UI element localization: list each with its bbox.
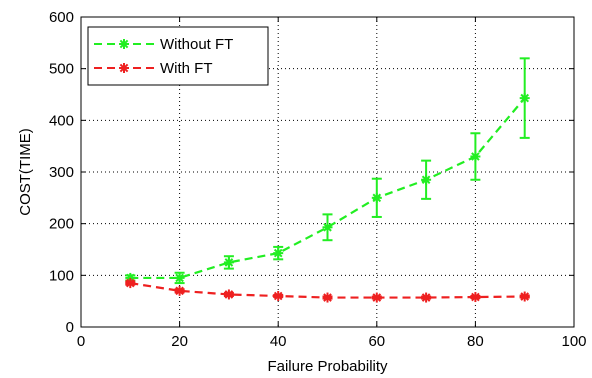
legend-marker-glyph [119, 63, 129, 73]
data-point [273, 248, 284, 259]
data-point [223, 257, 234, 268]
legend-box [87, 26, 269, 86]
data-point [470, 292, 481, 303]
y-tick-label: 600 [49, 9, 74, 26]
legend-marker-glyph [119, 39, 129, 49]
series-layer [125, 57, 530, 303]
y-tick-label: 0 [66, 319, 74, 336]
legend-marker-without-ft [119, 39, 129, 49]
y-axis-title: COST(TIME) [17, 128, 34, 216]
x-tick-label: 100 [561, 333, 586, 350]
data-point [371, 292, 382, 303]
legend-label-without-ft: Without FT [160, 36, 233, 53]
data-point [421, 292, 432, 303]
legend-label-with-ft: With FT [160, 60, 213, 77]
x-tick-label: 60 [368, 333, 385, 350]
series-with-ft [125, 278, 530, 303]
x-tick-label: 40 [270, 333, 287, 350]
data-point [519, 291, 530, 302]
y-tick-label: 500 [49, 61, 74, 78]
data-point [174, 272, 185, 283]
legend-marker-with-ft [119, 63, 129, 73]
y-tick-label: 300 [49, 164, 74, 181]
data-point [371, 192, 382, 203]
data-point [174, 285, 185, 296]
data-point [519, 93, 530, 104]
legend: Without FT With FT [87, 26, 269, 86]
data-point [125, 278, 136, 289]
data-point [223, 289, 234, 300]
axis-ticks: 0 20 40 60 80 100 0 100 200 300 400 500 600 [49, 9, 587, 350]
series-without-ft [125, 57, 530, 285]
data-point [470, 151, 481, 162]
y-tick-label: 100 [49, 267, 74, 284]
data-point [273, 291, 284, 301]
y-tick-label: 400 [49, 112, 74, 129]
y-tick-label: 200 [49, 216, 74, 233]
data-point [421, 174, 432, 185]
x-axis-title: Failure Probability [267, 358, 388, 375]
data-point [322, 292, 333, 303]
x-tick-label: 20 [171, 333, 188, 350]
data-point [322, 222, 333, 233]
x-tick-label: 80 [467, 333, 484, 350]
x-tick-label: 0 [77, 333, 85, 350]
series-line [130, 97, 526, 280]
